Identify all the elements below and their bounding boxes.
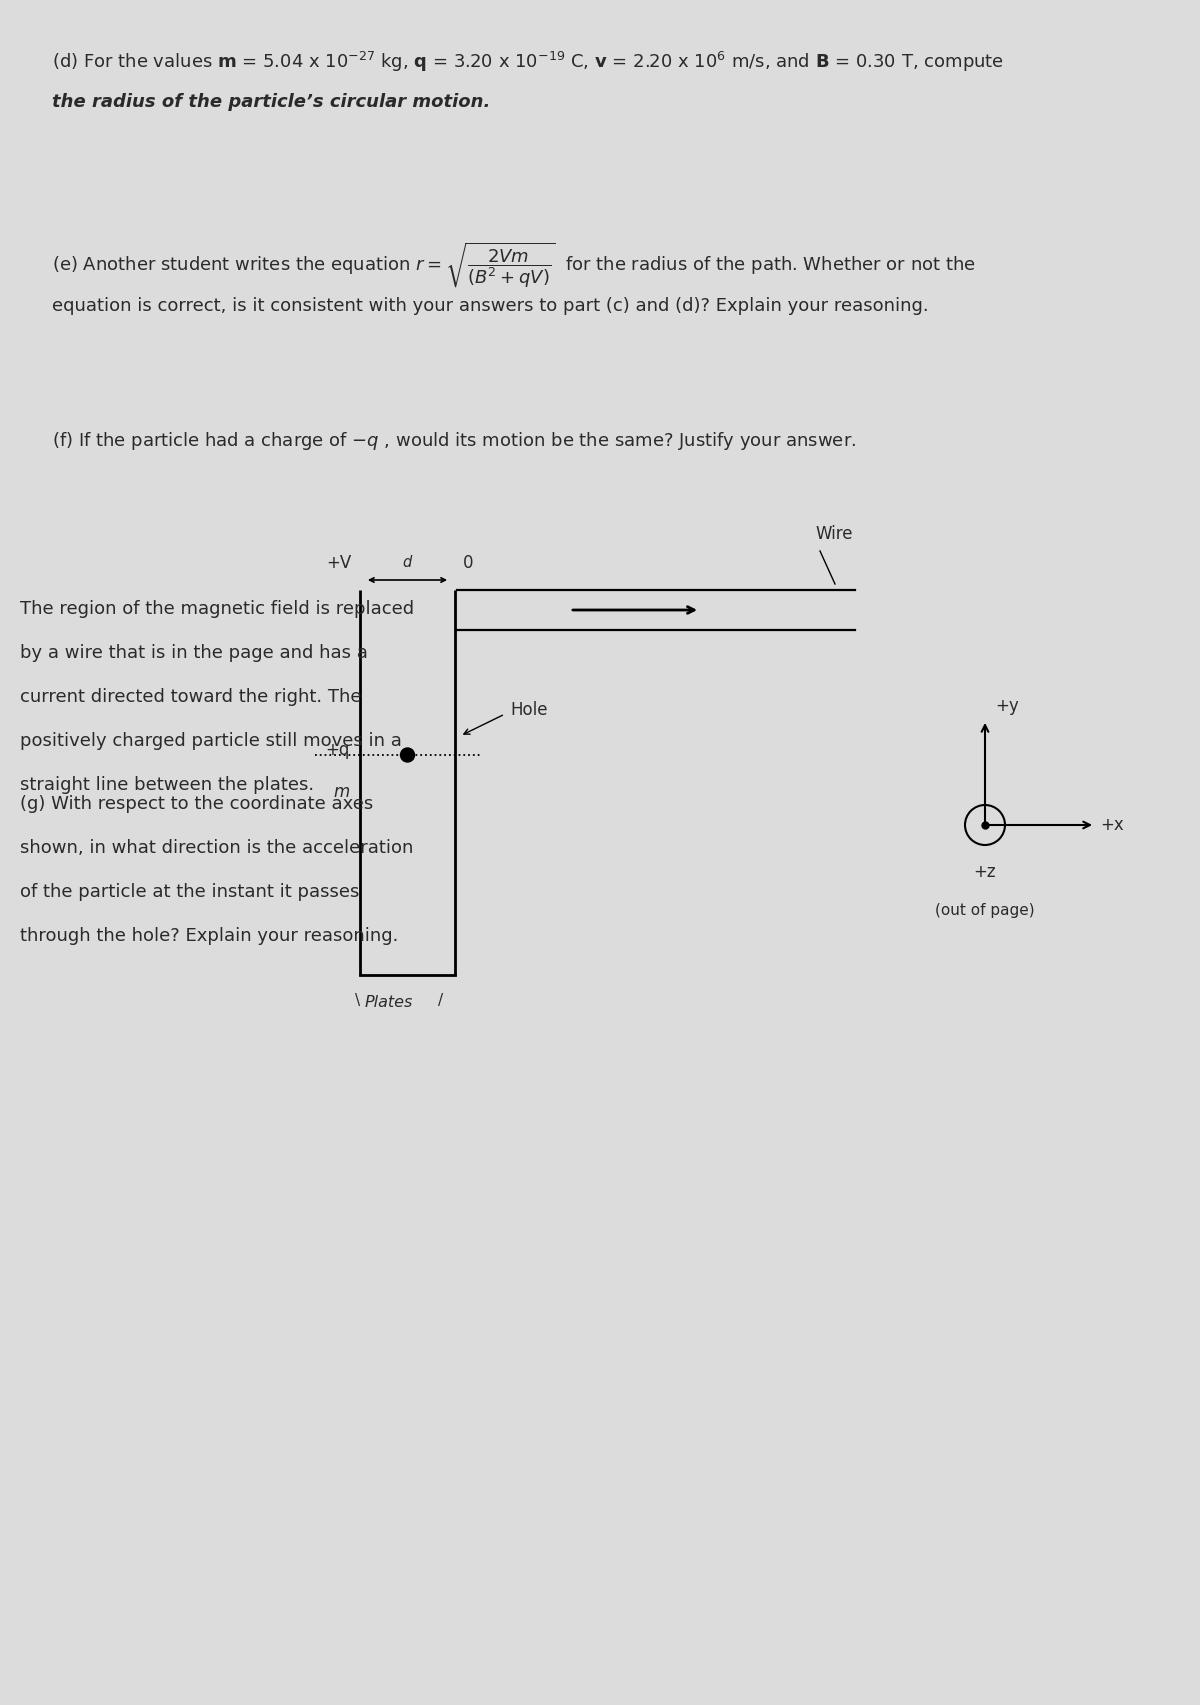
Text: /: / (438, 992, 443, 1008)
Text: The region of the magnetic field is replaced: The region of the magnetic field is repl… (20, 600, 414, 617)
Text: +V: +V (326, 554, 352, 571)
Text: through the hole? Explain your reasoning.: through the hole? Explain your reasoning… (20, 928, 398, 945)
Text: shown, in what direction is the acceleration: shown, in what direction is the accelera… (20, 839, 413, 858)
Text: the radius of the particle’s circular motion.: the radius of the particle’s circular mo… (52, 94, 491, 111)
Text: +x: +x (1100, 817, 1123, 834)
Text: (e) Another student writes the equation $r = \sqrt{\dfrac{2Vm}{(B^2+qV)}}$  for : (e) Another student writes the equation … (52, 240, 976, 290)
Text: straight line between the plates.: straight line between the plates. (20, 776, 314, 795)
Text: Wire: Wire (815, 525, 852, 542)
Text: \: \ (355, 992, 360, 1008)
Text: +y: +y (995, 697, 1019, 714)
Text: by a wire that is in the page and has a: by a wire that is in the page and has a (20, 644, 368, 662)
Text: m: m (334, 783, 350, 801)
Circle shape (401, 748, 414, 762)
Text: Plates: Plates (365, 996, 413, 1009)
Text: +z: +z (973, 863, 996, 881)
Text: +q: +q (325, 742, 350, 759)
Text: (f) If the particle had a charge of $-q$ , would its motion be the same? Justify: (f) If the particle had a charge of $-q$… (52, 430, 856, 452)
Text: 0: 0 (463, 554, 474, 571)
Text: of the particle at the instant it passes: of the particle at the instant it passes (20, 883, 359, 900)
Text: equation is correct, is it consistent with your answers to part (c) and (d)? Exp: equation is correct, is it consistent wi… (52, 297, 929, 315)
Text: (d) For the values $\mathbf{m}$ = 5.04 x 10$^{-27}$ kg, $\mathbf{q}$ = 3.20 x 10: (d) For the values $\mathbf{m}$ = 5.04 x… (52, 49, 1004, 73)
Text: Hole: Hole (510, 701, 547, 720)
Text: positively charged particle still moves in a: positively charged particle still moves … (20, 731, 402, 750)
Text: current directed toward the right. The: current directed toward the right. The (20, 689, 361, 706)
Text: (out of page): (out of page) (935, 904, 1034, 917)
Text: $d$: $d$ (402, 554, 413, 569)
Text: (g) With respect to the coordinate axes: (g) With respect to the coordinate axes (20, 795, 373, 813)
